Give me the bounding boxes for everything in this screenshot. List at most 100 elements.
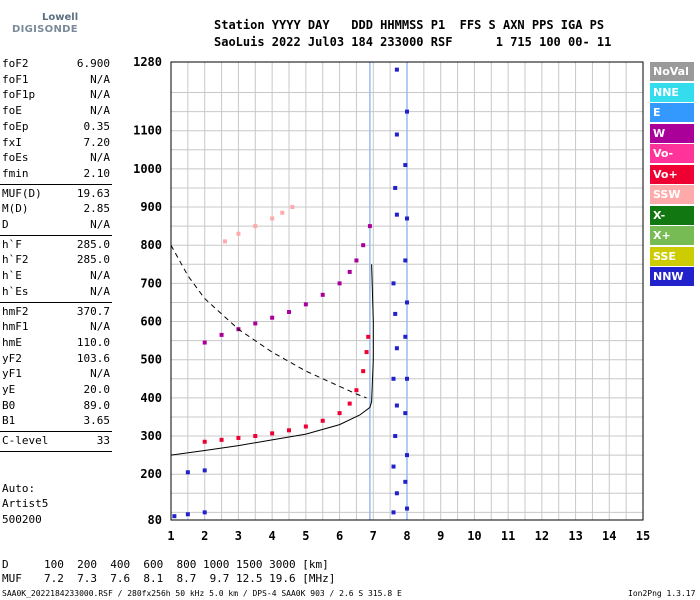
param-b1: B1 3.65 [2,414,110,429]
param-value: 6.900 [76,57,110,70]
param-value: 89.0 [83,398,111,412]
param-value: 2.85 [83,202,111,216]
echo-point-o-trace-F2 [236,435,241,440]
param-name: hmF1 [2,320,29,334]
echo-point-x-trace-F2 [270,315,275,320]
echo-point-o-trace-F2 [202,439,207,444]
param-name: foF1 [2,72,29,86]
param-foep: foEp 0.35 [2,120,110,135]
echo-point-interference [403,411,408,416]
x-tick-label: 14 [602,529,616,543]
param-fxi: fxI 7.20 [2,136,110,151]
param-value: 7.20 [83,135,111,149]
echo-point-interference [405,453,409,458]
echo-point-x-trace-F2 [202,340,207,345]
echo-point-o-trace-F2 [287,428,291,433]
legend-label: X- [653,208,666,222]
legend-item-w: W [650,123,694,143]
param-he: h`E N/A [2,269,110,284]
param-hmf2: hmF2 370.7 [2,305,110,320]
param-yf2: yF2 103.6 [2,352,110,367]
legend-item-sse: SSE [650,246,694,266]
echo-point-x-trace-F2 [367,224,372,229]
param-name: MUF(D) [2,186,42,200]
echo-point-interference [403,258,408,263]
muf-label: MUF [2,572,22,585]
x-tick-label: 8 [403,529,410,543]
param-value: 285.0 [76,253,110,267]
y-tick-label: 1000 [133,162,162,176]
param-hme: hmE 110.0 [2,336,110,351]
param-value: 370.7 [76,304,110,318]
param-name: B1 [2,414,16,428]
param-value: N/A [90,269,110,283]
legend-label: SSE [653,249,676,263]
param-name: h`F [2,237,22,251]
echo-point-low-echo [172,514,177,519]
param-name: foEp [2,119,29,133]
param-hes: h`Es N/A [2,285,110,300]
x-tick-label: 10 [467,529,481,543]
echo-point-o-trace-F2 [347,401,352,406]
legend-item-voplus: Vo+ [650,164,694,184]
legend-item-xminus: X- [650,205,694,225]
y-tick-label: 80 [148,513,162,527]
y-tick-label: 200 [140,467,162,481]
echo-point-x-trace-F2 [361,243,366,248]
param-name: hmF2 [2,304,29,318]
echo-point-low-echo [202,468,207,473]
param-value: 0.35 [83,119,111,133]
param-name: C-level [2,434,49,448]
legend-label: NNW [653,270,684,283]
logo-lowell: Lowell [42,12,79,23]
y-tick-label: 700 [140,276,162,290]
echo-point-x-trace-F2 [347,269,352,274]
y-tick-label: 800 [140,238,162,252]
plot-frame [170,61,644,521]
auto-code: 500200 [2,513,42,526]
param-separator [0,183,112,185]
param-name: hmE [2,335,22,349]
legend-label: Vo- [653,147,674,160]
param-clevel: C-level 33 [2,434,110,449]
param-ye: yE 20.0 [2,383,110,398]
y-tick-label: 1280 [133,55,162,69]
footer-file-info: SAA0K_2022184233000.RSF / 280fx256h 50 k… [2,589,402,598]
echo-point-interference [391,510,396,515]
echo-point-interference [391,281,396,286]
x-tick-label: 3 [235,529,242,543]
echo-point-interference [403,163,408,168]
param-value: 285.0 [76,237,110,251]
param-name: foE [2,104,22,118]
param-name: foF2 [2,57,29,70]
param-value: 20.0 [83,383,111,396]
muf-values: 7.2 7.3 7.6 8.1 8.7 9.7 12.5 19.6 [MHz] [44,572,336,585]
legend-item-noval: NoVal [650,62,694,81]
param-name: B0 [2,398,16,412]
param-value: 110.0 [76,335,110,349]
param-fof1: foF1 N/A [2,73,110,88]
auto-label: Auto: [2,482,36,495]
header-line-2: SaoLuis 2022 Jul03 184 233000 RSF 1 715 … [214,35,612,49]
muf-d-label: D [2,558,9,571]
profile-dashed [170,244,367,399]
echo-point-o-trace-F2 [253,434,258,439]
param-value: N/A [90,218,110,231]
echo-point-interference [405,506,409,511]
x-tick-label: 13 [568,529,582,543]
echo-point-interference [394,346,399,351]
logo-digisonde: DIGISONDE [12,24,78,35]
echo-point-low-echo [185,470,190,475]
echo-point-o-trace-F2 [320,418,325,423]
y-tick-label: 1100 [133,124,162,138]
legend-label: NNE [653,85,679,99]
y-tick-label: 600 [140,315,162,329]
param-name: yE [2,383,16,396]
param-name: fxI [2,135,22,149]
echo-point-interference [394,132,399,137]
echo-point-interference [391,376,396,381]
legend-item-vominus: Vo- [650,144,694,163]
echo-point-interference [393,185,398,190]
echo-point-interference [403,334,408,339]
y-axis-ticks: 80 200 300 400 500 600 700 800 900 1000 1100 1280 [133,55,162,527]
